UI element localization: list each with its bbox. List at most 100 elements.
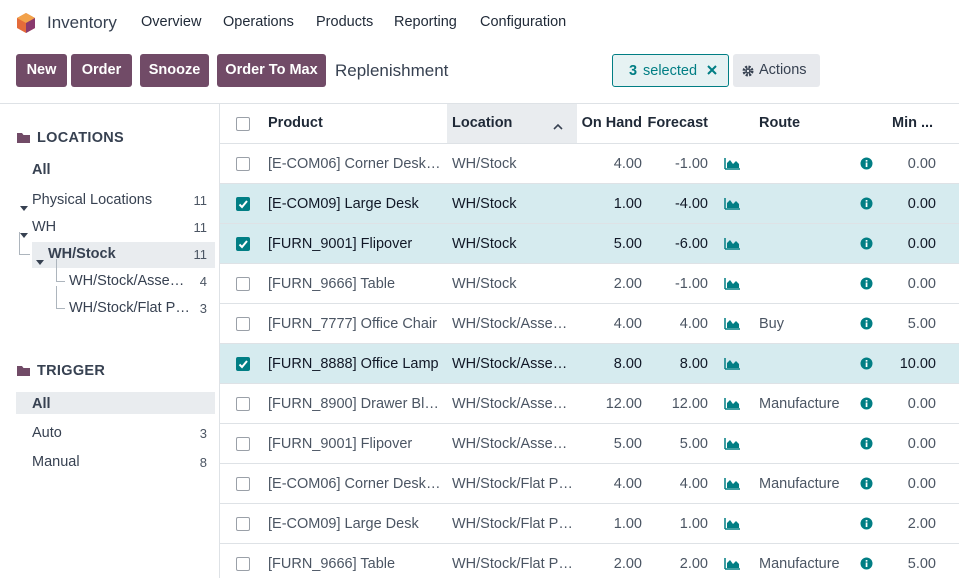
toolbar-button[interactable]: Order To Max [217, 54, 326, 87]
filter-count: 3 [200, 301, 207, 316]
column-header[interactable]: Forecast [644, 104, 708, 143]
filter-item[interactable]: All [32, 162, 190, 178]
cell-min: 0.00 [870, 224, 936, 264]
forecast-graph-icon [724, 556, 741, 575]
actions-button[interactable]: Actions [733, 54, 820, 87]
forecast-graph-icon [724, 316, 741, 335]
cell-product: [FURN_9001] Flipover [268, 224, 444, 264]
menu-item[interactable]: Reporting [394, 14, 457, 30]
breadcrumb: Replenishment [335, 61, 448, 81]
selection-badge[interactable]: 3 selected [612, 54, 729, 87]
row-checkbox[interactable] [236, 197, 250, 211]
filter-count: 11 [194, 220, 208, 235]
folder-icon [17, 364, 31, 381]
cell-location: WH/Stock/Asse… [452, 344, 574, 384]
column-header[interactable]: On Hand [576, 104, 642, 143]
filter-item[interactable]: WH/Stock [48, 246, 190, 262]
row-checkbox[interactable] [236, 517, 250, 531]
table-row[interactable]: [FURN_8888] Office LampWH/Stock/Asse…8.0… [220, 344, 959, 384]
cell-forecast: 1.00 [644, 504, 708, 544]
filter-item[interactable]: WH [32, 219, 190, 235]
cell-min: 0.00 [870, 184, 936, 224]
cell-forecast: -4.00 [644, 184, 708, 224]
forecast-graph-icon [724, 276, 741, 295]
filter-item[interactable]: WH/Stock/Asse… [69, 273, 190, 289]
row-checkbox[interactable] [236, 277, 250, 291]
info-icon [860, 397, 873, 414]
cell-forecast: -1.00 [644, 264, 708, 304]
cell-location: WH/Stock [452, 144, 574, 184]
forecast-graph-icon [724, 236, 741, 255]
menu-item[interactable]: Overview [141, 14, 201, 30]
column-header[interactable]: Product [268, 104, 444, 143]
filter-count: 3 [200, 426, 207, 441]
cell-min: 0.00 [870, 264, 936, 304]
cell-product: [E-COM06] Corner Desk … [268, 144, 444, 184]
row-checkbox[interactable] [236, 557, 250, 571]
forecast-graph-icon [724, 356, 741, 375]
row-checkbox[interactable] [236, 437, 250, 451]
forecast-graph-icon [724, 196, 741, 215]
info-icon [860, 357, 873, 374]
cell-location: WH/Stock/Asse… [452, 424, 574, 464]
table-row[interactable]: [FURN_9666] TableWH/Stock/Flat P…2.002.0… [220, 544, 959, 578]
menu-item[interactable]: Operations [223, 14, 294, 30]
cell-on-hand: 4.00 [576, 144, 642, 184]
list-view: ProductLocationOn HandForecastRouteMin .… [220, 104, 959, 578]
table-row[interactable]: [E-COM09] Large DeskWH/Stock1.00-4.000.0… [220, 184, 959, 224]
gear-icon [742, 65, 754, 77]
forecast-graph-icon [724, 156, 741, 175]
filter-item[interactable]: Manual [32, 454, 80, 470]
filter-item[interactable]: Physical Locations [32, 192, 190, 208]
filter-item[interactable]: WH/Stock/Flat P… [69, 300, 190, 316]
cell-on-hand: 4.00 [576, 464, 642, 504]
column-header[interactable]: Min ... [892, 104, 958, 143]
cell-product: [E-COM06] Corner Desk … [268, 464, 444, 504]
row-checkbox[interactable] [236, 357, 250, 371]
cell-location: WH/Stock/Asse… [452, 304, 574, 344]
table-row[interactable]: [E-COM06] Corner Desk …WH/Stock/Flat P…4… [220, 464, 959, 504]
cell-forecast: 5.00 [644, 424, 708, 464]
cell-product: [FURN_8888] Office Lamp [268, 344, 444, 384]
menu-item[interactable]: Products [316, 14, 373, 30]
column-header[interactable]: Route [759, 104, 859, 143]
table-row[interactable]: [FURN_8900] Drawer BlackWH/Stock/Asse…12… [220, 384, 959, 424]
table-row[interactable]: [FURN_7777] Office ChairWH/Stock/Asse… 4.… [220, 304, 959, 344]
cell-product: [FURN_7777] Office Chair [268, 304, 444, 344]
sort-caret [553, 119, 563, 135]
cell-min: 2.00 [870, 504, 936, 544]
cell-forecast: 4.00 [644, 304, 708, 344]
toolbar-button[interactable]: Order [71, 54, 132, 87]
menu-item[interactable]: Configuration [480, 14, 566, 30]
row-checkbox[interactable] [236, 157, 250, 171]
cell-min: 10.00 [870, 344, 936, 384]
filter-item[interactable]: Auto [32, 425, 62, 441]
filter-item[interactable]: All [32, 396, 51, 412]
info-icon [860, 157, 873, 174]
table-row[interactable]: [E-COM06] Corner Desk …WH/Stock4.00-1.00… [220, 144, 959, 184]
table-row[interactable]: [FURN_9001] FlipoverWH/Stock5.00-6.000.0… [220, 224, 959, 264]
row-checkbox[interactable] [236, 317, 250, 331]
table-row[interactable]: [FURN_9666] TableWH/Stock2.00-1.000.00 [220, 264, 959, 304]
cell-product: [FURN_9001] Flipover [268, 424, 444, 464]
toolbar-button[interactable]: Snooze [140, 54, 209, 87]
filter-count: 11 [194, 193, 208, 208]
row-checkbox[interactable] [236, 397, 250, 411]
clear-selection[interactable] [707, 65, 717, 75]
row-checkbox[interactable] [236, 237, 250, 251]
cell-location: WH/Stock [452, 184, 574, 224]
filter-count: 4 [200, 274, 207, 289]
forecast-graph-icon [724, 436, 741, 455]
app-name[interactable]: Inventory [47, 13, 117, 33]
toolbar-button[interactable]: New [16, 54, 67, 87]
cell-min: 0.00 [870, 384, 936, 424]
select-all-checkbox[interactable] [236, 117, 250, 131]
table-row[interactable]: [E-COM09] Large DeskWH/Stock/Flat P…1.00… [220, 504, 959, 544]
table-row[interactable]: [FURN_9001] FlipoverWH/Stock/Asse…5.005.… [220, 424, 959, 464]
row-checkbox[interactable] [236, 477, 250, 491]
cell-location: WH/Stock [452, 264, 574, 304]
cell-route: Manufacture [759, 544, 859, 578]
tree-line [56, 259, 65, 282]
cell-on-hand: 12.00 [576, 384, 642, 424]
